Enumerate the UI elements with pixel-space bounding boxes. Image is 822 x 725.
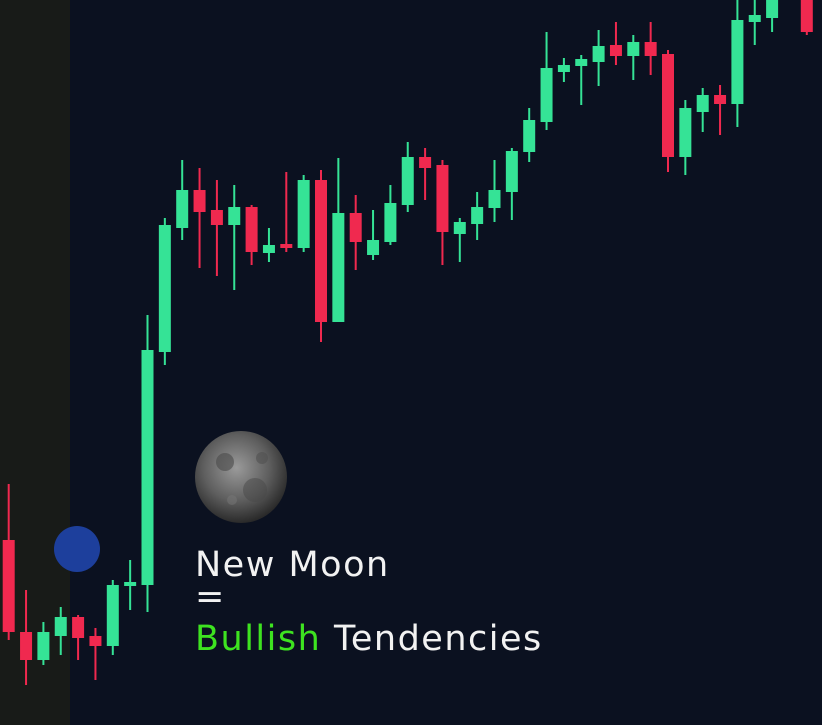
candle-body (419, 157, 432, 168)
candle-body (557, 65, 570, 72)
candle-body (72, 617, 85, 638)
annotation-rest: Tendencies (333, 619, 543, 659)
candle-body (540, 68, 553, 122)
candle-body (124, 582, 137, 586)
annotation-highlight: Bullish (195, 619, 321, 659)
candle-body (54, 617, 67, 636)
candle-body (523, 120, 536, 152)
moon-icon (195, 431, 287, 523)
candle-body (748, 15, 761, 22)
candle-body (714, 95, 727, 104)
candle-body (262, 245, 275, 253)
candle-body (766, 0, 779, 18)
candles (2, 0, 813, 685)
annotation-line1: New Moon (195, 545, 390, 585)
candle-body (800, 0, 813, 32)
candle-body (609, 45, 622, 56)
candle-body (89, 636, 102, 646)
candle-body (662, 54, 674, 157)
candle-body (176, 190, 189, 228)
candle-body (505, 151, 518, 192)
candle-body (627, 42, 640, 56)
candle-body (488, 190, 501, 208)
candle-body (453, 222, 466, 234)
candle-body (37, 632, 50, 660)
candle-body (228, 207, 241, 225)
candle-body (297, 180, 310, 248)
candle-body (696, 95, 709, 112)
marker-dot (54, 526, 100, 572)
candle-body (193, 190, 206, 212)
candle-body (106, 585, 119, 646)
candle-body (210, 210, 223, 225)
candle-body (436, 165, 449, 232)
candle-body (349, 213, 362, 242)
candle-body (315, 180, 327, 322)
candle-body (401, 157, 414, 205)
candle-body (471, 207, 484, 224)
candle-body (2, 540, 15, 632)
candle-body (679, 108, 692, 157)
candle-body (592, 46, 605, 62)
candle-body (332, 213, 345, 322)
candle-body (367, 240, 380, 255)
candle-body (384, 203, 397, 242)
candle-body (141, 350, 154, 585)
candle-body (280, 244, 293, 248)
candle-body (644, 42, 657, 56)
annotation-line2: Bullish Tendencies (195, 619, 543, 659)
candle-body (731, 20, 744, 104)
annotation-equals: = (195, 577, 226, 617)
candle-body (245, 207, 258, 252)
candle-body (20, 632, 33, 660)
candle-body (575, 59, 588, 66)
candle-body (158, 225, 171, 352)
